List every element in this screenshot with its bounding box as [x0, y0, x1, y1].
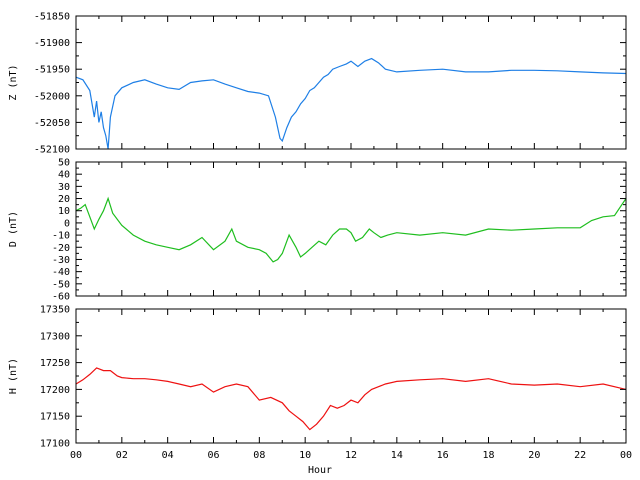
y-tick-label: 50 [58, 158, 70, 169]
y-tick-label: -30 [52, 255, 70, 266]
y-tick-label: -20 [52, 243, 70, 254]
x-tick-label: 02 [116, 450, 128, 461]
x-tick-label: 08 [253, 450, 265, 461]
x-tick-label: 22 [574, 450, 586, 461]
x-tick-label: 04 [162, 450, 174, 461]
x-tick-label: 14 [391, 450, 403, 461]
x-tick-label: 20 [528, 450, 540, 461]
x-tick-label: 10 [299, 450, 311, 461]
panel-frame [75, 308, 627, 444]
series-line-0-0 [75, 57, 627, 150]
y-axis-title: Z (nT) [8, 64, 19, 100]
y-tick-label: 17100 [40, 439, 70, 450]
x-tick-label: 00 [70, 450, 82, 461]
x-tick-label: 18 [482, 450, 494, 461]
y-tick-label: 17150 [40, 412, 70, 423]
y-tick-label: -10 [52, 231, 70, 242]
y-tick-label: -52050 [34, 118, 70, 129]
y-tick-label: -51900 [34, 38, 70, 49]
x-axis-title: Hour [308, 465, 332, 476]
y-tick-label: 17300 [40, 331, 70, 342]
y-tick-label: 10 [58, 206, 70, 217]
y-tick-label: 40 [58, 170, 70, 181]
y-tick-label: -52100 [34, 145, 70, 156]
y-tick-label: -51850 [34, 12, 70, 23]
y-tick-label: 17350 [40, 305, 70, 316]
y-tick-label: 20 [58, 194, 70, 205]
panel-2: 17350 17300 17250 17200 17150 17100 H (nT) [8, 305, 627, 450]
x-tick-label: 00 [620, 450, 632, 461]
y-tick-label: 30 [58, 182, 70, 193]
x-tick-label: 06 [207, 450, 219, 461]
series-line-2-0 [75, 367, 627, 431]
y-tick-label: -51950 [34, 65, 70, 76]
y-tick-label: 17250 [40, 358, 70, 369]
y-tick-label: 17200 [40, 385, 70, 396]
panel-0: -51850 -51900 -51950 -52000 -52050 -52100 Z (n… [8, 12, 627, 156]
y-tick-label: -40 [52, 267, 70, 278]
y-axis-title: D (nT) [8, 211, 19, 247]
y-tick-label: -60 [52, 292, 70, 303]
panel-frame [75, 15, 627, 150]
y-tick-label: -52000 [34, 91, 70, 102]
y-tick-label: 0 [64, 218, 70, 229]
y-axis-title: H (nT) [8, 358, 19, 394]
x-tick-label: 12 [345, 450, 357, 461]
x-tick-label: 16 [437, 450, 449, 461]
y-tick-label: -50 [52, 279, 70, 290]
series-line-1-0 [75, 196, 627, 263]
